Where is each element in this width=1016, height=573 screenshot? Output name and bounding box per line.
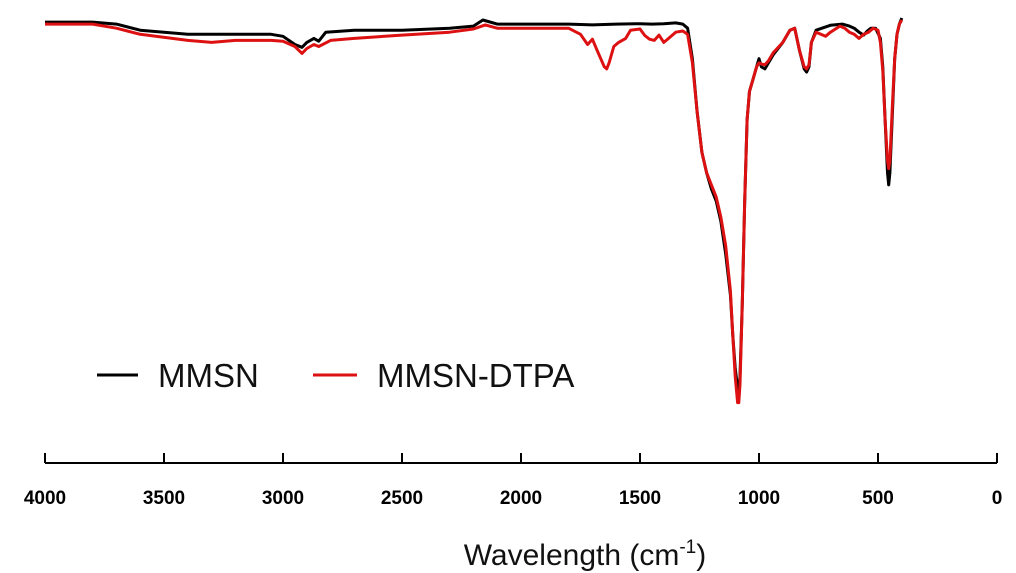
legend: MMSN MMSN-DTPA <box>97 357 574 394</box>
x-axis-title: Wavelength (cm-1) <box>464 537 707 572</box>
legend-label-mmsn-dtpa: MMSN-DTPA <box>377 357 574 394</box>
series-layer <box>45 17 904 405</box>
x-tick-label-2500: 2500 <box>381 488 423 509</box>
x-tick-label-1000: 1000 <box>738 488 780 509</box>
x-tick-label-3500: 3500 <box>143 488 185 509</box>
x-tick-label-0: 0 <box>992 488 1003 509</box>
x-axis-ticks: 4000 3500 3000 2500 2000 1500 1000 500 0 <box>24 453 1002 509</box>
x-tick-label-3000: 3000 <box>262 488 304 509</box>
x-tick-label-4000: 4000 <box>24 488 66 509</box>
series-line-mmsn-dtpa <box>45 19 904 405</box>
legend-label-mmsn: MMSN <box>158 357 259 394</box>
x-tick-label-500: 500 <box>862 488 894 509</box>
series-line-mmsn <box>45 17 904 394</box>
x-tick-label-1500: 1500 <box>619 488 661 509</box>
x-tick-label-2000: 2000 <box>500 488 542 509</box>
